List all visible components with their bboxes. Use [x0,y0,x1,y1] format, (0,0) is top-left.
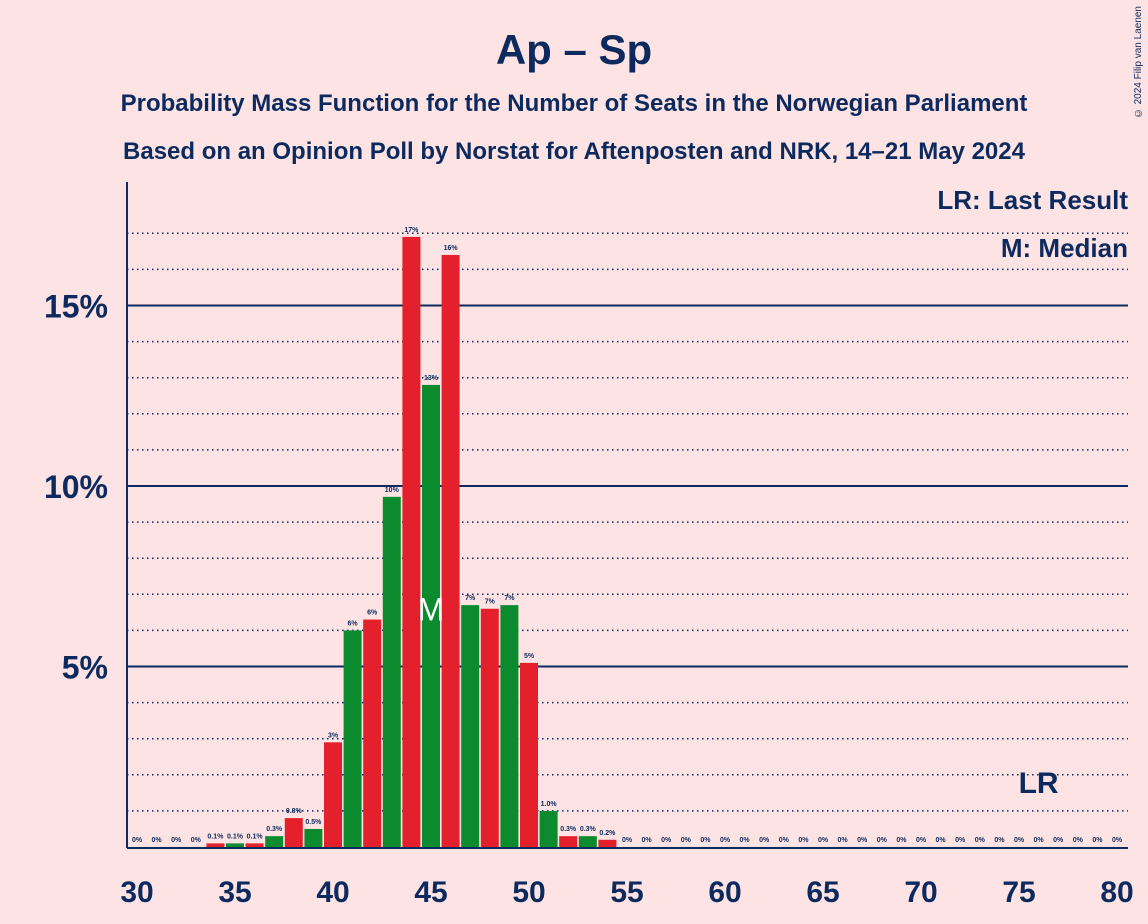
x-tick-label: 40 [316,876,349,909]
y-tick-label: 15% [44,289,108,325]
data-label-seat-35: 0.1% [227,833,244,840]
legend-median: M: Median [1000,233,1128,263]
data-label-seat-60: 0% [720,837,731,844]
data-label-seat-47: 7% [465,595,476,602]
bar-seat-38 [284,818,303,847]
data-label-seat-42: 6% [367,610,378,617]
x-tick-label: 55 [610,876,643,909]
bar-seat-54 [598,839,617,847]
bar-seat-52 [559,836,578,847]
data-label-seat-31: 0% [152,837,163,844]
data-label-seat-49: 7% [504,595,515,602]
data-label-seat-75: 0% [1014,837,1025,844]
data-label-seat-45: 13% [424,375,439,382]
data-label-seat-46: 16% [444,245,459,252]
data-label-seat-43: 10% [385,487,400,494]
data-label-seat-41: 6% [348,620,359,627]
x-tick-label: 35 [218,876,251,909]
data-label-seat-30: 0% [132,837,143,844]
data-label-seat-62: 0% [759,837,770,844]
chart-subtitle: Probability Mass Function for the Number… [120,90,1028,117]
data-label-seat-80: 0% [1112,837,1123,844]
data-label-seat-71: 0% [936,837,947,844]
bar-seat-47 [461,605,480,847]
data-label-seat-70: 0% [916,837,927,844]
data-label-seat-69: 0% [896,837,907,844]
data-label-seat-44: 17% [404,227,419,234]
data-label-seat-48: 7% [485,599,496,606]
data-label-seat-67: 0% [857,837,868,844]
bar-seat-42 [363,619,382,847]
data-label-seat-38: 0.8% [286,808,303,815]
bar-seat-51 [539,810,558,847]
x-tick-label: 50 [512,876,545,909]
data-label-seat-32: 0% [171,837,182,844]
data-label-seat-51: 1.0% [541,801,558,808]
bar-seat-41 [343,630,362,847]
data-label-seat-39: 0.5% [305,819,322,826]
y-tick-label: 10% [44,469,108,505]
bar-seat-48 [480,608,499,847]
data-label-seat-36: 0.1% [247,833,264,840]
data-label-seat-66: 0% [838,837,849,844]
data-label-seat-40: 3% [328,732,339,739]
bar-seat-34 [206,843,225,847]
x-tick-label: 75 [1002,876,1035,909]
data-label-seat-56: 0% [642,837,653,844]
y-tick-label: 5% [62,650,108,686]
bar-seat-49 [500,605,519,847]
data-label-seat-65: 0% [818,837,829,844]
bar-seat-44 [402,236,421,847]
chart-title: Ap – Sp [495,26,653,73]
data-label-seat-53: 0.3% [580,826,597,833]
data-label-seat-34: 0.1% [207,833,224,840]
grid-lines [127,232,1128,812]
bar-seat-37 [265,836,284,847]
data-label-seat-74: 0% [994,837,1005,844]
legend-last-result: LR: Last Result [937,185,1128,215]
data-label-seat-63: 0% [779,837,790,844]
x-tick-label: 80 [1100,876,1133,909]
bars [206,236,617,847]
bar-seat-39 [304,828,323,847]
data-label-seat-58: 0% [681,837,692,844]
x-tick-label: 65 [806,876,839,909]
data-label-seat-55: 0% [622,837,633,844]
bar-seat-36 [245,843,264,847]
chart-subtitle-source: Based on an Opinion Poll by Norstat for … [123,138,1025,165]
data-label-seat-52: 0.3% [560,826,577,833]
bar-seat-45 [422,384,440,847]
data-label-seat-72: 0% [955,837,966,844]
x-tick-label: 30 [120,876,153,909]
data-label-seat-61: 0% [740,837,751,844]
axes: 5% 10% 15% 30 35 40 45 50 55 60 65 70 75 80 [44,182,1134,909]
data-label-seat-68: 0% [877,837,888,844]
x-tick-label: 45 [414,876,447,909]
bar-seat-40 [324,742,342,847]
data-label-seat-54: 0.2% [599,830,616,837]
data-label-seat-59: 0% [700,837,711,844]
x-tick-label: 60 [708,876,741,909]
data-label-seat-73: 0% [975,837,986,844]
markers: M LR [418,591,1059,800]
data-label-seat-77: 0% [1053,837,1064,844]
data-label-seat-33: 0% [191,837,202,844]
bar-seat-35 [226,843,244,847]
data-label-seat-64: 0% [798,837,809,844]
data-label-seat-57: 0% [661,837,672,844]
last-result-marker: LR [1019,767,1059,800]
bar-seat-43 [382,496,401,847]
x-tick-label: 70 [904,876,937,909]
data-label-seat-79: 0% [1092,837,1103,844]
data-label-seat-76: 0% [1034,837,1045,844]
bar-seat-50 [520,662,538,847]
median-marker: M [418,591,445,627]
data-label-seat-50: 5% [524,653,535,660]
bar-seat-53 [578,836,597,847]
bar-seat-46 [441,254,460,847]
data-label-seat-37: 0.3% [266,826,283,833]
data-labels: 0% 0% 0% 0%0.1% 0.1% 0.1%0.3%0.8%0.5%3%6%6%10… [132,227,1123,844]
data-label-seat-78: 0% [1073,837,1084,844]
